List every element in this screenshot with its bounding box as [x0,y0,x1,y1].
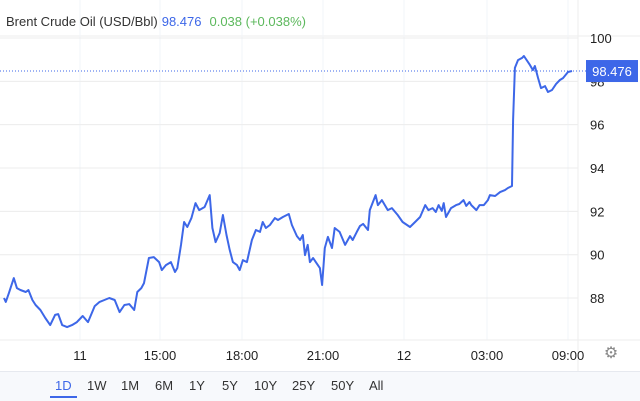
range-selector: 1D 1W 1M 6M 1Y 5Y 10Y 25Y 50Y All [0,371,640,401]
y-tick-label: 92 [590,204,604,219]
range-tab-all[interactable]: All [369,378,384,393]
range-tab-1m[interactable]: 1M [121,378,140,393]
range-tab-25y[interactable]: 25Y [292,378,316,393]
y-tick-label: 100 [590,31,612,46]
x-tick-label: 11 [73,348,87,363]
range-tab-1w[interactable]: 1W [87,378,107,393]
x-tick-label: 18:00 [226,348,259,363]
price-change: 0.038 (+0.038%) [209,14,306,29]
x-tick-label: 03:00 [471,348,504,363]
y-tick-label: 96 [590,118,604,133]
y-tick-label: 88 [590,291,604,306]
x-tick-label: 15:00 [144,348,177,363]
chart-header: Brent Crude Oil (USD/Bbl) 98.476 0.038 (+0… [6,14,306,29]
range-tab-10y[interactable]: 10Y [254,378,278,393]
current-price-tag-label: 98.476 [592,64,632,79]
gear-icon[interactable]: ⚙ [603,345,619,362]
price-chart[interactable]: 1009896949290881115:0018:0021:001203:000… [0,0,640,371]
current-price: 98.476 [161,14,202,29]
current-price-tag [586,60,638,83]
range-tab-1d[interactable]: 1D [50,378,77,398]
range-tab-5y[interactable]: 5Y [222,378,238,393]
range-tab-6m[interactable]: 6M [155,378,174,393]
y-tick-label: 94 [590,161,604,176]
range-tab-1y[interactable]: 1Y [189,378,205,393]
x-tick-label: 12 [397,348,411,363]
x-tick-label: 21:00 [307,348,340,363]
range-tab-50y[interactable]: 50Y [331,378,355,393]
price-line [3,55,573,329]
x-tick-label: 09:00 [552,348,585,363]
y-tick-label: 90 [590,248,604,263]
instrument-title: Brent Crude Oil (USD/Bbl) [6,14,158,29]
